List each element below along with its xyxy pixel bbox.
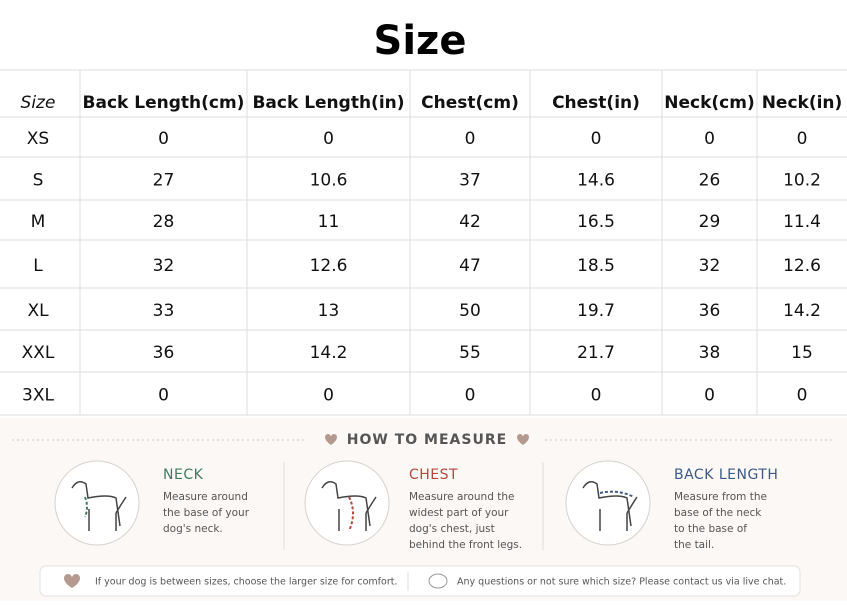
table-cell: 33 xyxy=(153,301,175,321)
table-cell: 0 xyxy=(158,129,169,149)
measure-mark xyxy=(84,496,88,518)
table-cell: 14.6 xyxy=(577,171,615,191)
measure-text: Measure around the xyxy=(409,491,514,503)
measure-mark xyxy=(348,496,354,532)
header-cell: Back Length(cm) xyxy=(83,93,245,113)
table-cell: 3XL xyxy=(22,386,54,406)
table-cell: 10.6 xyxy=(310,171,348,191)
table-cell: 18.5 xyxy=(577,256,615,276)
measure-heading: BACK LENGTH xyxy=(674,467,778,483)
table-cell: 13 xyxy=(318,301,340,321)
header-cell: Chest(cm) xyxy=(421,93,519,113)
table-cell: M xyxy=(31,212,46,232)
footer-note: If your dog is between sizes, choose the… xyxy=(95,577,397,588)
table-cell: XXL xyxy=(22,343,55,363)
measure-text: the base of your xyxy=(163,507,250,519)
table-cell: 36 xyxy=(699,301,721,321)
table-cell: 10.2 xyxy=(783,171,821,191)
table-cell: XL xyxy=(27,301,49,321)
table-cell: 11 xyxy=(318,212,340,232)
table-cell: 26 xyxy=(699,171,721,191)
table-cell: 47 xyxy=(459,256,481,276)
table-cell: 0 xyxy=(704,129,715,149)
measure-text: behind the front legs. xyxy=(409,539,522,551)
table-cell: 0 xyxy=(591,386,602,406)
header-cell: Neck(in) xyxy=(762,93,843,113)
table-cell: 36 xyxy=(153,343,175,363)
header-cell: Neck(cm) xyxy=(664,93,754,113)
table-cell: 0 xyxy=(323,129,334,149)
measure-text: Measure from the xyxy=(674,491,767,503)
dog-icon xyxy=(582,481,638,531)
header-cell: Size xyxy=(21,93,56,113)
table-cell: 38 xyxy=(699,343,721,363)
header-cell: Back Length(in) xyxy=(252,93,404,113)
measure-heading: NECK xyxy=(163,467,204,483)
table-cell: S xyxy=(33,171,44,191)
table-cell: 0 xyxy=(591,129,602,149)
title: Size xyxy=(374,18,467,64)
table-cell: 0 xyxy=(797,386,808,406)
section-title: HOW TO MEASURE xyxy=(347,432,507,448)
footer-box xyxy=(39,565,801,597)
table-cell: L xyxy=(33,256,43,276)
table-cell: 11.4 xyxy=(783,212,821,232)
icon-circle xyxy=(565,460,651,546)
table-cell: 0 xyxy=(465,386,476,406)
dog-illustrations: NECK Measure around the base of your dog's … xyxy=(54,460,778,551)
dog-icon xyxy=(321,481,377,531)
table-cell: 14.2 xyxy=(310,343,348,363)
heart-icon xyxy=(517,434,529,445)
table-cell: 29 xyxy=(699,212,721,232)
table-cell: 21.7 xyxy=(577,343,615,363)
table-cell: XS xyxy=(27,129,49,149)
icon-circle xyxy=(304,460,390,546)
table-cell: 0 xyxy=(465,129,476,149)
table-cell: 42 xyxy=(459,212,481,232)
chat-icon xyxy=(428,573,448,589)
measure-mark xyxy=(599,490,635,498)
table-cell: 32 xyxy=(699,256,721,276)
table-cell: 15 xyxy=(791,343,813,363)
table-cell: 27 xyxy=(153,171,175,191)
table-cell: 12.6 xyxy=(783,256,821,276)
measure-text: the tail. xyxy=(674,539,714,551)
measure-text: dog's chest, just xyxy=(409,523,495,535)
measure-text: widest part of your xyxy=(409,507,509,519)
dog-icon xyxy=(71,481,127,531)
table-cell: 37 xyxy=(459,171,481,191)
table-cell: 32 xyxy=(153,256,175,276)
table-cell: 0 xyxy=(323,386,334,406)
table-cell: 50 xyxy=(459,301,481,321)
measure-heading: CHEST xyxy=(409,467,458,483)
header-cell: Chest(in) xyxy=(552,93,640,113)
table-cell: 28 xyxy=(153,212,175,232)
measure-text: base of the neck xyxy=(674,507,762,519)
size-table: Size Back Length(cm) Back Length(in) Chest(… xyxy=(0,69,847,416)
measure-text: to the base of xyxy=(674,523,747,535)
heart-icon xyxy=(325,434,337,445)
table-cell: 0 xyxy=(797,129,808,149)
table-cell: 19.7 xyxy=(577,301,615,321)
heart-icon xyxy=(64,574,80,588)
table-cell: 55 xyxy=(459,343,481,363)
table-cell: 12.6 xyxy=(310,256,348,276)
table-cell: 14.2 xyxy=(783,301,821,321)
icon-circle xyxy=(54,460,140,546)
table-cell: 0 xyxy=(158,386,169,406)
table-cell: 16.5 xyxy=(577,212,615,232)
footer-note: Any questions or not sure which size? Pl… xyxy=(457,577,786,588)
measure-text: dog's neck. xyxy=(163,523,223,535)
table-cell: 0 xyxy=(704,386,715,406)
measure-text: Measure around xyxy=(163,491,248,503)
